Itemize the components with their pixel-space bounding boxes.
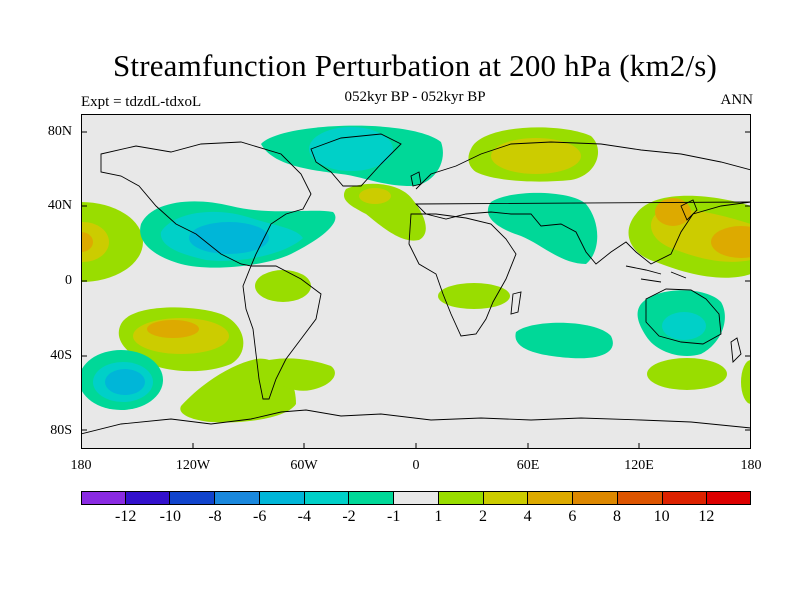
colorbar-box xyxy=(349,491,395,505)
colorbar-box xyxy=(483,491,529,505)
lat-label-80n: 80N xyxy=(47,124,72,139)
coast-indonesia xyxy=(625,265,687,283)
coast-antarctica xyxy=(81,409,751,435)
season-label: ANN xyxy=(720,92,754,108)
colorbar-label: 10 xyxy=(653,508,670,525)
contour-region xyxy=(309,127,393,171)
contour-region xyxy=(647,358,727,390)
plot-subtitle: 052kyr BP - 052kyr BP xyxy=(344,89,486,105)
colorbar-box xyxy=(304,491,350,505)
lon-label-180w: 180 xyxy=(70,458,92,473)
experiment-label: Expt = tdzdL-tdxoL xyxy=(81,94,202,110)
contour-region xyxy=(711,226,751,258)
lat-label-80s: 80S xyxy=(50,423,72,438)
coastlines xyxy=(81,133,751,435)
colorbar-box xyxy=(438,491,484,505)
contour-region xyxy=(741,360,751,404)
contour-region xyxy=(515,322,613,359)
lat-label-0: 0 xyxy=(65,273,72,288)
coast-japan xyxy=(680,199,698,221)
contour-region xyxy=(255,270,311,302)
lat-label-40s: 40S xyxy=(50,348,72,363)
colorbar-box xyxy=(394,491,439,505)
colorbar-box xyxy=(259,491,305,505)
colorbar-box xyxy=(662,491,708,505)
colorbar-box xyxy=(617,491,663,505)
plot-title: Streamfunction Perturbation at 200 hPa (… xyxy=(112,48,718,83)
lon-label-120w: 120W xyxy=(175,458,211,473)
contour-region xyxy=(491,138,581,174)
coast-north-america xyxy=(100,141,312,267)
colorbar-label: -1 xyxy=(386,508,401,525)
coast-madagascar xyxy=(510,291,522,315)
contour-region xyxy=(256,358,335,391)
colorbar-box xyxy=(81,491,126,505)
contour-region xyxy=(81,222,109,262)
axis-ticks xyxy=(81,131,751,449)
contour-fills xyxy=(81,125,751,423)
contour-region xyxy=(662,312,706,340)
coast-greenland xyxy=(310,133,402,187)
contour-region xyxy=(438,283,510,309)
coast-new-zealand xyxy=(730,337,742,363)
map-panel xyxy=(81,114,751,449)
colorbar-label: -4 xyxy=(297,508,311,525)
lon-label-180e: 180 xyxy=(740,458,762,473)
contour-region xyxy=(81,202,143,282)
colorbar-label: 12 xyxy=(698,508,715,525)
contour-region xyxy=(359,188,391,204)
lon-label-120e: 120E xyxy=(624,458,654,473)
colorbar-label: -10 xyxy=(159,508,181,525)
colorbar-label: -6 xyxy=(252,508,267,525)
colorbar-label: 4 xyxy=(523,508,532,525)
colorbar-label: 2 xyxy=(479,508,487,525)
lat-label-40n: 40N xyxy=(47,198,72,213)
colorbar-box xyxy=(573,491,618,505)
contour-region xyxy=(105,369,145,395)
lon-label-60e: 60E xyxy=(516,458,540,473)
colorbar-label: 1 xyxy=(434,508,443,525)
colorbar-box xyxy=(125,491,171,505)
coast-africa xyxy=(408,213,517,337)
coast-uk xyxy=(410,171,422,187)
colorbar-box xyxy=(215,491,260,505)
colorbar-label: -8 xyxy=(208,508,222,525)
coast-south-america xyxy=(242,265,322,400)
coast-australia xyxy=(645,288,722,345)
colorbar xyxy=(81,491,752,505)
colorbar-label: -2 xyxy=(342,508,356,525)
colorbar-label: 8 xyxy=(613,508,621,525)
contour-region xyxy=(147,320,199,338)
contour-region xyxy=(189,222,269,254)
contour-region xyxy=(81,232,93,252)
lon-label-60w: 60W xyxy=(290,458,318,473)
colorbar-box xyxy=(707,491,752,505)
lon-label-0: 0 xyxy=(412,458,420,473)
colorbar-box xyxy=(528,491,574,505)
contour-region xyxy=(487,192,598,264)
colorbar-box xyxy=(170,491,216,505)
colorbar-label: 6 xyxy=(568,508,577,525)
colorbar-label: -12 xyxy=(114,508,137,525)
